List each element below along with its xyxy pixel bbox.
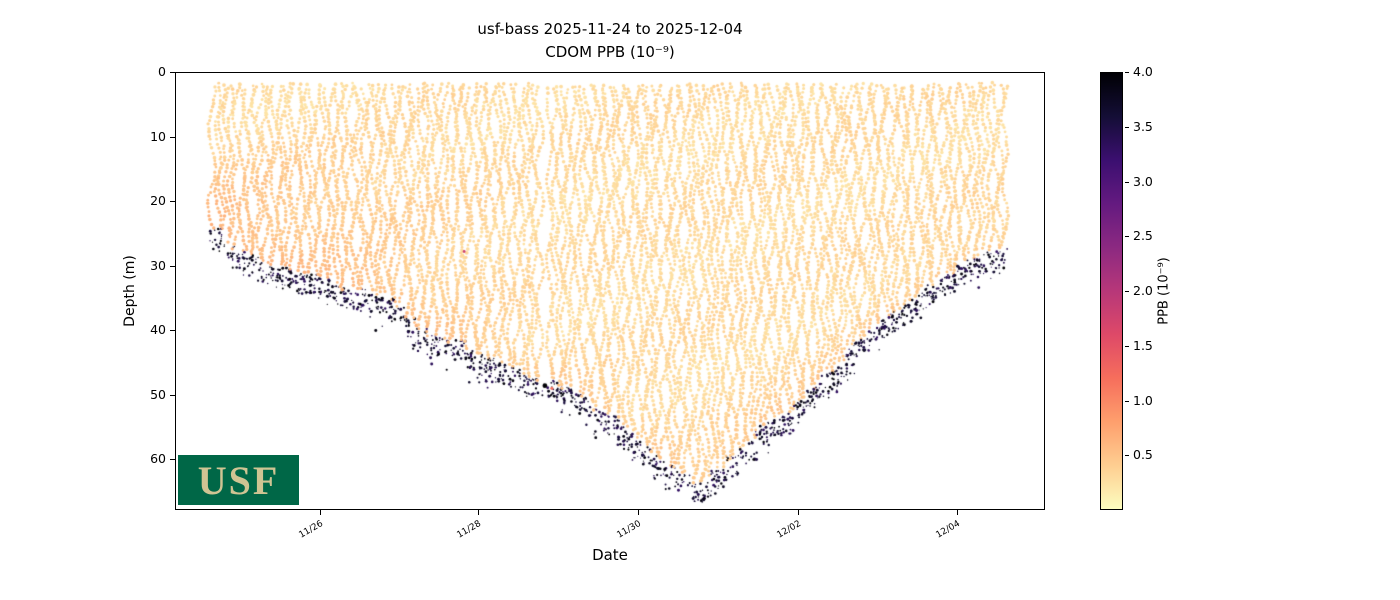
y-tick-label: 40 [150, 322, 166, 338]
colorbar-tick-label: 4.0 [1133, 64, 1153, 79]
x-axis-label: Date [592, 546, 628, 564]
chart-title: usf-bass 2025-11-24 to 2025-12-04 [477, 20, 743, 38]
x-tick-label-text: 11/28 [455, 519, 483, 541]
y-tick-mark [170, 394, 175, 396]
colorbar-tick-mark [1125, 400, 1129, 402]
colorbar-tick-mark [1125, 345, 1129, 347]
y-tick-mark [170, 459, 175, 461]
colorbar-tick-label: 1.0 [1133, 392, 1153, 408]
y-tick-mark [170, 136, 175, 138]
x-tick-mark [797, 510, 799, 515]
y-tick-mark [170, 201, 175, 202]
y-tick-label: 30 [150, 257, 166, 273]
scatter-canvas [176, 73, 1044, 509]
colorbar-tick-label: 0.5 [1133, 447, 1153, 463]
y-tick-label: 0 [158, 64, 166, 79]
usf-logo: USF [178, 455, 299, 505]
colorbar [1100, 72, 1123, 510]
colorbar-tick-label: 3.0 [1133, 173, 1153, 189]
x-tick-label-text: 11/30 [615, 519, 643, 541]
colorbar-label: PPB (10⁻⁹) [1156, 257, 1172, 325]
colorbar-tick-label: 1.5 [1133, 337, 1153, 353]
colorbar-tick-mark [1125, 126, 1129, 128]
colorbar-tick-mark [1125, 455, 1129, 457]
colorbar-tick-mark [1125, 236, 1129, 238]
x-tick-mark [320, 510, 322, 515]
colorbar-tick-label: 2.5 [1133, 228, 1153, 244]
x-tick-mark [637, 510, 639, 515]
colorbar-tick-label: 3.5 [1133, 118, 1153, 134]
x-tick-mark [477, 510, 479, 515]
y-tick-mark [170, 265, 175, 267]
x-tick-label-text: 12/04 [934, 519, 963, 541]
plot-area: USF [175, 72, 1045, 510]
x-tick-label-text: 12/02 [775, 519, 803, 541]
x-tick-mark [957, 510, 959, 515]
usf-logo-text: USF [197, 457, 280, 503]
y-tick-label: 50 [150, 386, 166, 402]
colorbar-tick-mark [1125, 291, 1129, 292]
y-tick-mark [170, 330, 175, 332]
y-tick-label: 60 [150, 451, 166, 467]
colorbar-tick-mark [1125, 181, 1129, 183]
y-tick-label: 10 [150, 128, 166, 144]
colorbar-tick-label: 2.0 [1133, 283, 1153, 298]
y-tick-mark [170, 72, 175, 73]
x-tick-label-text: 11/26 [297, 519, 326, 541]
chart-subtitle: CDOM PPB (10⁻⁹) [545, 43, 675, 61]
colorbar-tick-mark [1125, 72, 1129, 73]
y-tick-label: 20 [150, 193, 166, 208]
